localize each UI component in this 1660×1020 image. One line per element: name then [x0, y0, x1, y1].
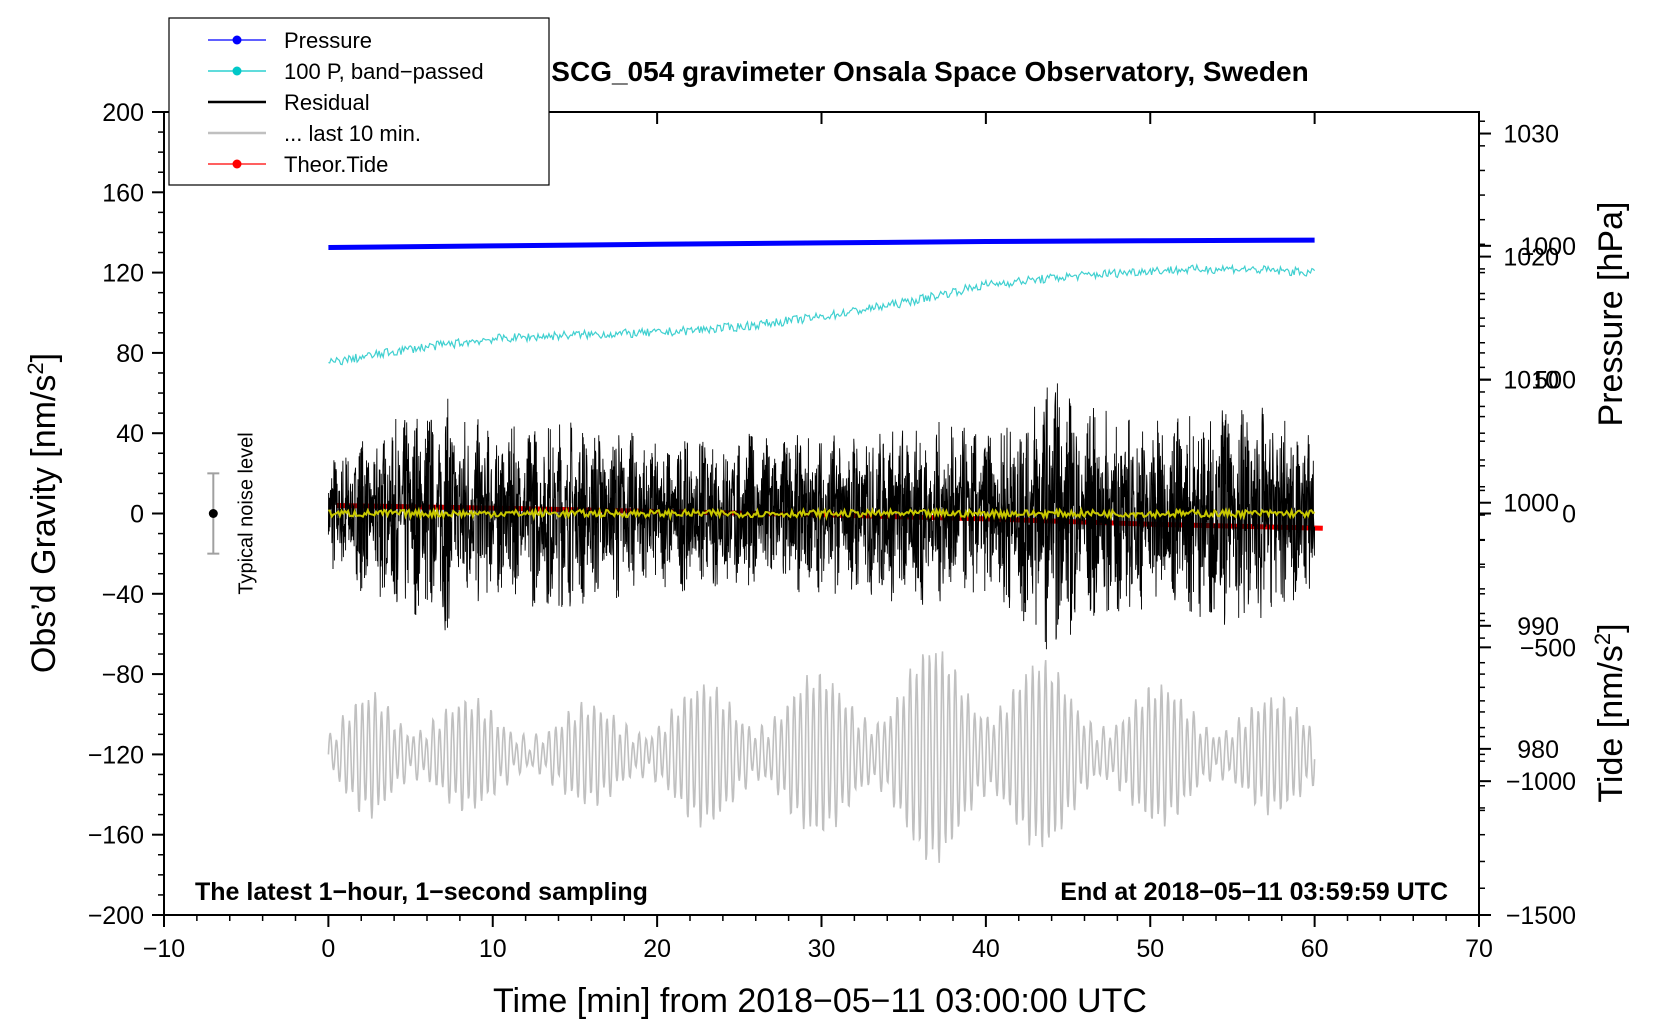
y-tick-label: 120 [102, 260, 144, 288]
x-tick-label: −10 [143, 935, 185, 963]
y-axis-tide-title-end: ] [1592, 623, 1630, 632]
tide-tick-label: 0 [1562, 501, 1576, 529]
legend-label: Theor.Tide [284, 152, 388, 177]
footer-left-note: The latest 1−hour, 1−second sampling [195, 878, 648, 906]
pressure-tick-label: 1020 [1503, 244, 1559, 272]
noise-label: Typical noise level [235, 432, 257, 594]
pressure-series-marks [328, 237, 1315, 250]
y-axis-tide-title-sup: 2 [1590, 633, 1615, 645]
x-tick-label: 70 [1465, 935, 1493, 963]
noise-level-indicator: Typical noise level [207, 432, 257, 595]
tide-tick-label: 500 [1534, 367, 1576, 395]
y-axis-tide-title-main: Tide [nm/s [1592, 645, 1630, 802]
legend-label: Pressure [284, 28, 372, 53]
pressure-tick-label: 1010 [1503, 367, 1559, 395]
band-passed-series-marks [328, 263, 1316, 366]
x-tick-label: 10 [479, 935, 507, 963]
y-tick-label: −120 [88, 741, 144, 769]
footer-right-note: End at 2018−05−11 03:59:59 UTC [1060, 878, 1448, 906]
last-10-min-series-marks [327, 651, 1316, 863]
y-tick-label: −160 [88, 822, 144, 850]
x-axis-title: Time [min] from 2018−05−11 03:00:00 UTC [493, 982, 1147, 1020]
legend-items: Pressure 100 P, band−passed Residual ... la… [208, 28, 484, 177]
chart-title: SCG_054 gravimeter Onsala Space Observat… [551, 56, 1308, 87]
band-passed-line [328, 263, 1316, 366]
y-tick-label: 160 [102, 179, 144, 207]
y-tick-label: 40 [116, 420, 144, 448]
x-tick-label: 30 [808, 935, 836, 963]
tide-tick-label: 1000 [1520, 233, 1576, 261]
last-10-min-line [327, 651, 1316, 863]
y-axis-left-title-end: ] [25, 353, 63, 362]
y-axis-left-title-sup: 2 [23, 362, 48, 374]
pressure-tick-label: 1000 [1503, 490, 1559, 518]
y-tick-label: −200 [88, 902, 144, 930]
pressure-line [328, 237, 1315, 250]
tide-tick-label: −500 [1520, 634, 1576, 662]
y-axis-tide-title: Tide [nm/s2] [1590, 623, 1631, 802]
legend-label: ... last 10 min. [284, 121, 421, 146]
legend: Pressure 100 P, band−passed Residual ... la… [168, 17, 550, 186]
y-axis-pressure-title: Pressure [hPa] [1592, 202, 1630, 427]
tide-tick-label: −1500 [1506, 902, 1576, 930]
legend-label: 100 P, band−passed [284, 59, 484, 84]
y-tick-label: 0 [130, 501, 144, 529]
tide-tick-label: −1000 [1506, 768, 1576, 796]
y-tick-label: 200 [102, 99, 144, 127]
x-tick-label: 40 [972, 935, 1000, 963]
pressure-tick-label: 980 [1517, 736, 1559, 764]
x-tick-label: 20 [643, 935, 671, 963]
y-axis-left-title-main: Obs’d Gravity [nm/s [25, 375, 63, 674]
residual-line [327, 383, 1316, 650]
x-tick-label: 60 [1301, 935, 1329, 963]
legend-swatch-marker [232, 159, 242, 169]
y-axis-left-title: Obs’d Gravity [nm/s2] [23, 353, 64, 673]
noise-center-dot [208, 509, 218, 518]
x-tick-label: 50 [1136, 935, 1164, 963]
residual-series-marks [327, 383, 1316, 650]
y-tick-label: −40 [102, 581, 144, 609]
residual-smoothed-line [327, 506, 1316, 522]
axis-ticks: −10 0 10 20 30 40 50 60 70−200−160−120−80−400408… [88, 99, 1576, 963]
pressure-tick-label: 1030 [1503, 121, 1559, 149]
pressure-tick-label: 990 [1517, 613, 1559, 641]
legend-swatch-marker [232, 66, 242, 76]
y-tick-label: −80 [102, 661, 144, 689]
legend-label: Residual [284, 90, 370, 115]
x-tick-label: 0 [321, 935, 335, 963]
legend-swatch-marker [232, 35, 242, 45]
y-tick-label: 80 [116, 340, 144, 368]
